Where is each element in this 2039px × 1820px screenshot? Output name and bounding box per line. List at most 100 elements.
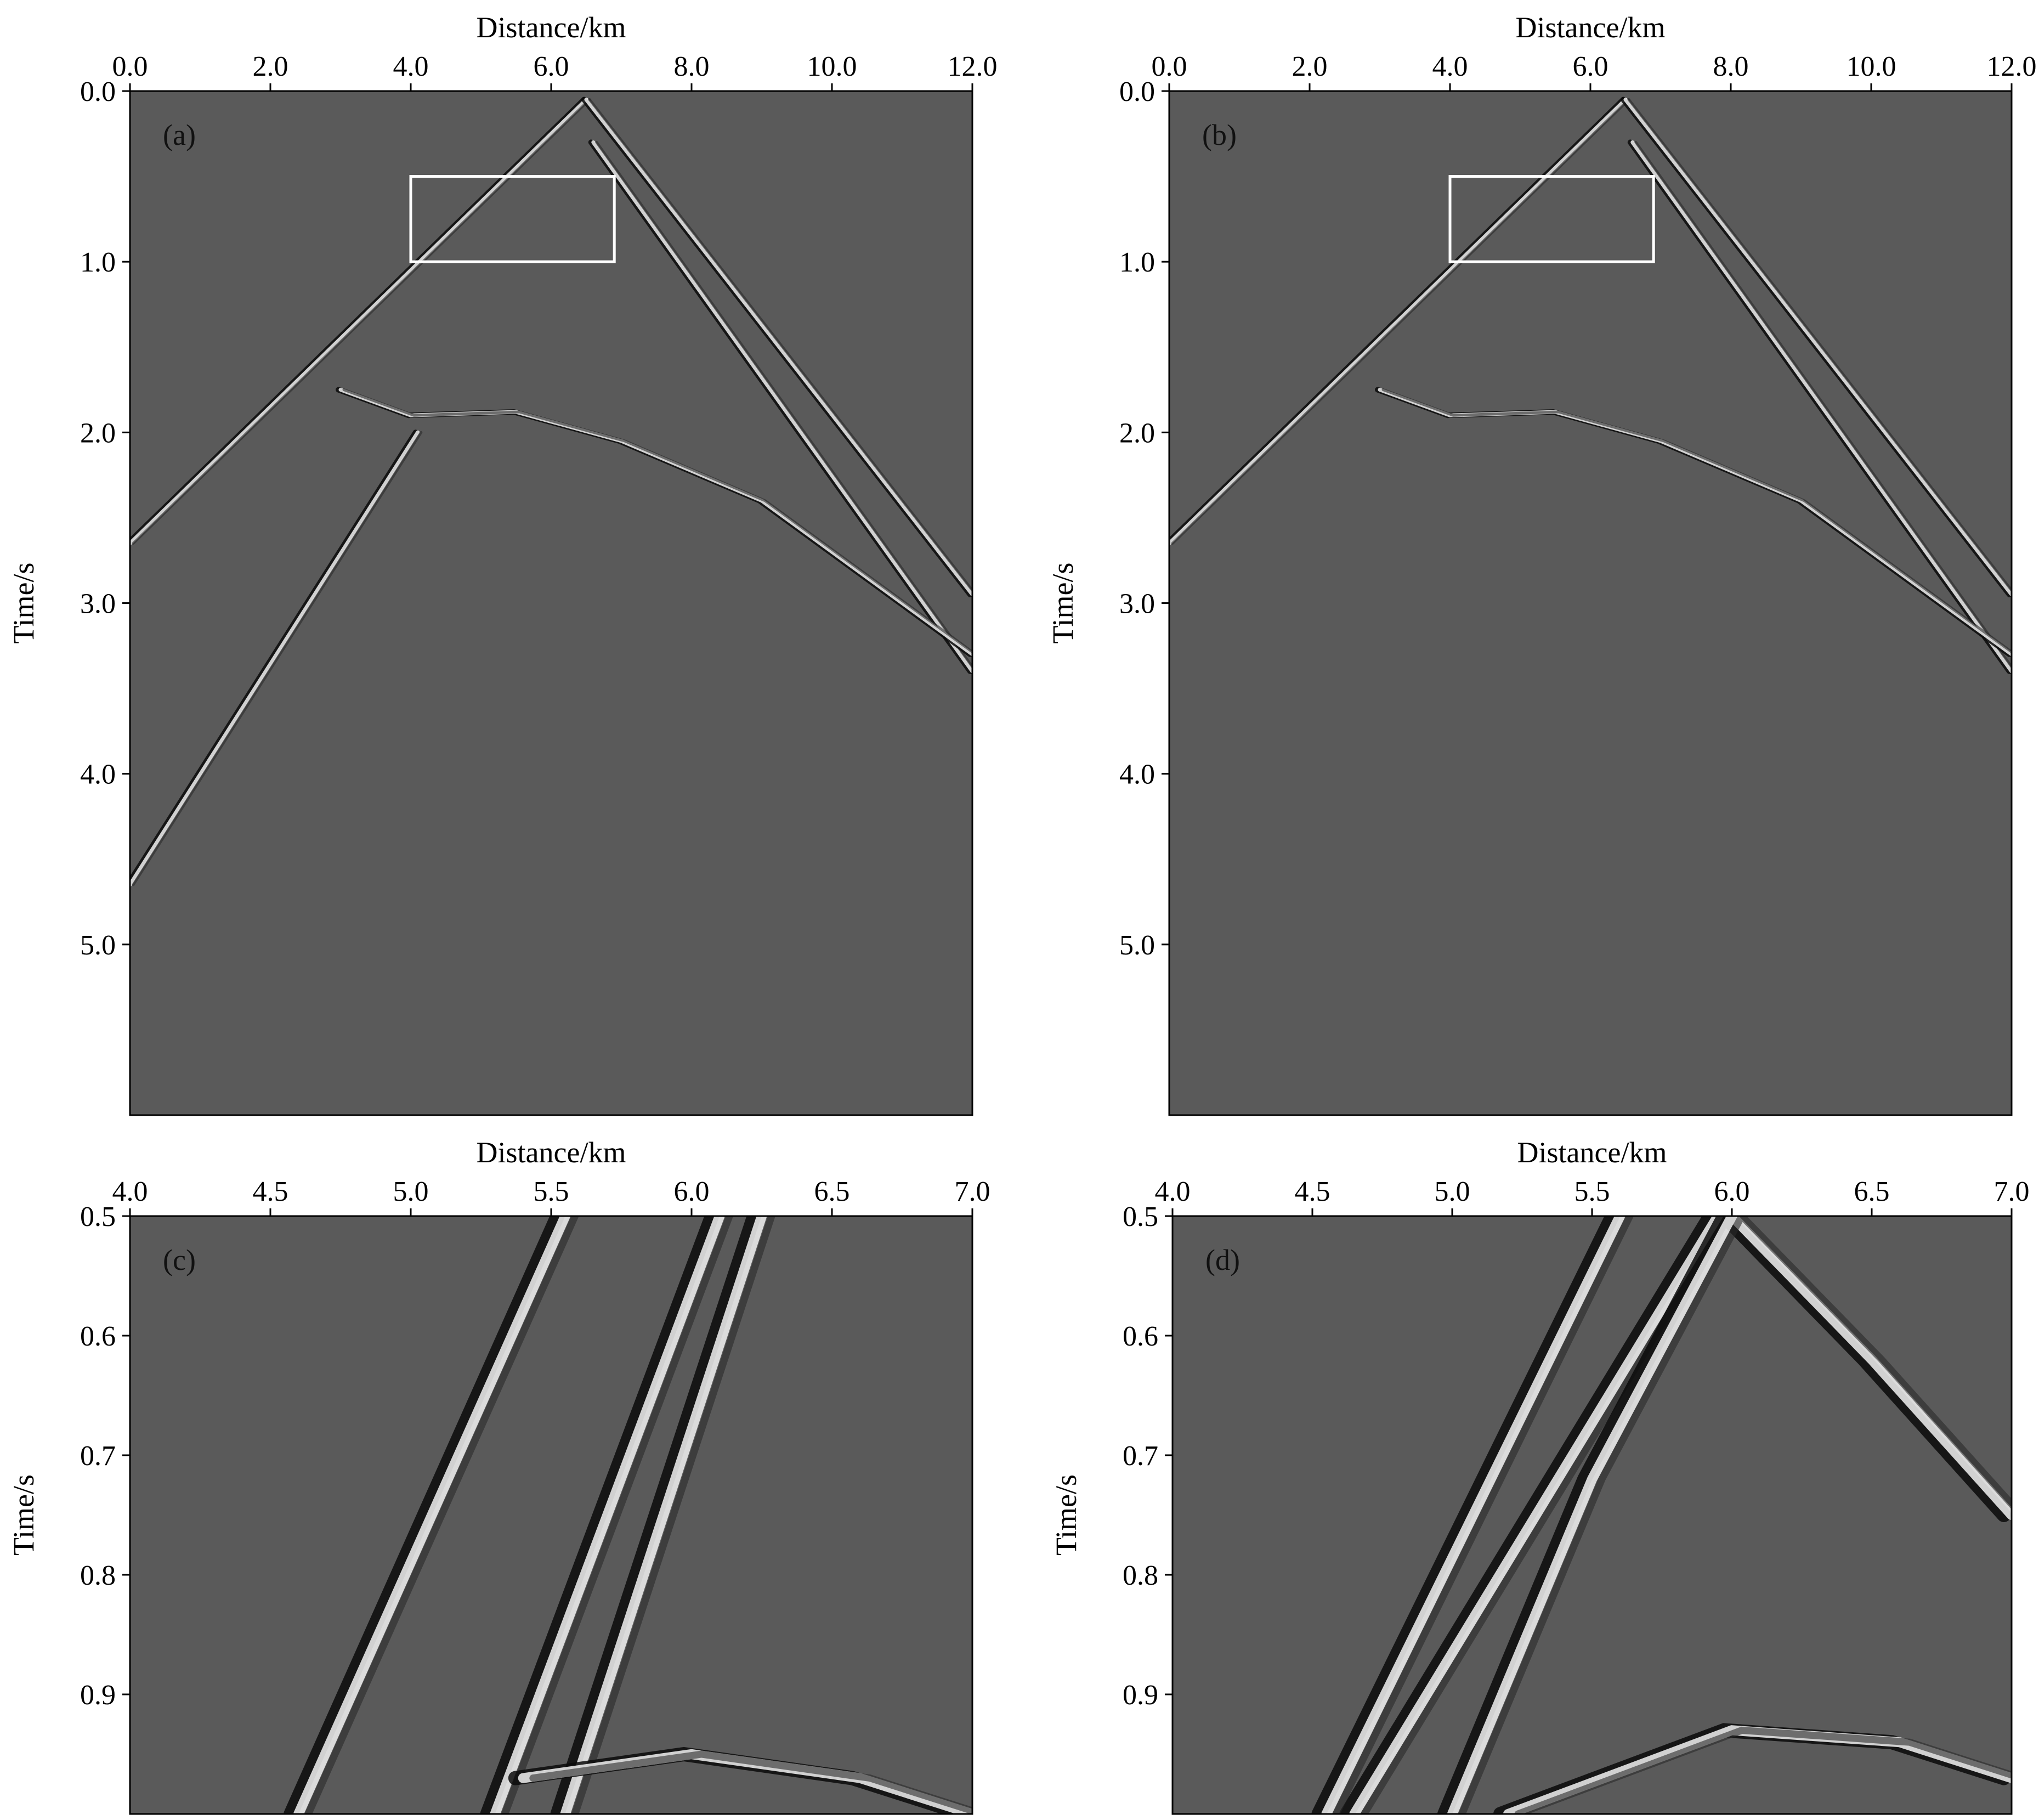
y-tick-label: 0.7 xyxy=(80,1440,116,1472)
seismic-background xyxy=(1173,1216,2012,1814)
x-tick-label: 2.0 xyxy=(1292,51,1328,82)
x-tick-label: 2.0 xyxy=(253,51,288,82)
seismic-events xyxy=(284,1216,972,1814)
wavefront-refraction-right-trail xyxy=(1634,140,2012,669)
wavefront-direct-right-trail xyxy=(588,98,972,593)
y-axis-title: Time/s xyxy=(7,1474,40,1556)
y-tick-label: 3.0 xyxy=(80,589,116,620)
x-tick-label: 8.0 xyxy=(1713,51,1749,82)
wavefront-direct-left-trail xyxy=(304,1216,579,1814)
panel-d: 4.0 4.5 5.0 5.5 6.0 6.5 7.0 0.5 0.6 0.7 0.8 0.9 Dist… xyxy=(1050,1136,2030,1815)
y-tick-label: 0.9 xyxy=(1123,1680,1158,1711)
y-tick-label: 0.0 xyxy=(80,76,116,108)
x-tick-label: 7.0 xyxy=(955,1176,990,1207)
x-tick-label: 6.5 xyxy=(1854,1176,1890,1207)
wavefront-direct-right-light xyxy=(1623,98,2012,597)
wavefront-refraction-left-trail xyxy=(132,431,423,886)
wavefront-direct-left-light xyxy=(1349,1216,1723,1814)
x-tick-label: 4.0 xyxy=(1155,1176,1191,1207)
x-axis-title: Distance/km xyxy=(477,1136,626,1169)
x-tick-label: 6.0 xyxy=(674,1176,710,1207)
x-tick-label: 12.0 xyxy=(948,51,998,82)
wavefront-coda-trail xyxy=(571,1216,775,1814)
seismic-background xyxy=(130,1216,972,1814)
wavefront-refraction-right-light xyxy=(1630,140,2012,674)
wavefront-direct-left-2-light xyxy=(490,1216,725,1814)
x-tick-label: 4.0 xyxy=(393,51,429,82)
x-tick-label: 6.0 xyxy=(1573,51,1608,82)
x-tick-label: 10.0 xyxy=(1847,51,1896,82)
wavefront-direct-left-trail xyxy=(132,98,591,545)
wavefront-hyperbola-trail xyxy=(1458,1216,2012,1814)
x-axis-title: Distance/km xyxy=(1517,1136,1667,1169)
wavefront-reflection-trail xyxy=(1381,388,2012,654)
x-tick-label: 4.5 xyxy=(253,1176,288,1207)
wavefront-direct-left-dark xyxy=(1339,1216,1718,1814)
seismic-events xyxy=(1311,1216,2012,1814)
x-tick-label: 6.0 xyxy=(1714,1176,1750,1207)
wavefront-direct-left-2-trail xyxy=(1333,1216,1634,1814)
y-tick-label: 4.0 xyxy=(80,759,116,790)
y-tick-label: 0.0 xyxy=(1119,76,1155,108)
x-tick-label: 6.0 xyxy=(534,51,569,82)
panel-label: (d) xyxy=(1205,1244,1240,1276)
y-tick-label: 2.0 xyxy=(80,417,116,449)
wavefront-direct-left-2-dark xyxy=(1311,1216,1619,1814)
y-tick-label: 0.7 xyxy=(1123,1440,1158,1472)
x-tick-label: 4.5 xyxy=(1295,1176,1330,1207)
wavefront-hyperbola-dark xyxy=(1437,1216,2011,1814)
x-tick-label: 5.5 xyxy=(534,1176,569,1207)
y-tick-label: 0.8 xyxy=(1123,1560,1158,1591)
seismic-background xyxy=(130,91,972,1115)
y-tick-label: 0.5 xyxy=(80,1201,116,1233)
wavefront-coda-dark xyxy=(550,1216,761,1814)
x-tick-label: 5.5 xyxy=(1574,1176,1610,1207)
wavefront-refraction-right-light xyxy=(591,140,972,674)
wavefront-direct-left-2-dark xyxy=(480,1216,720,1814)
zoom-box xyxy=(1448,175,1655,263)
x-tick-label: 12.0 xyxy=(1987,51,2037,82)
y-tick-label: 0.9 xyxy=(80,1680,116,1711)
wavefront-reflection-trail xyxy=(1514,1726,2012,1814)
y-axis-title: Time/s xyxy=(1046,562,1079,643)
panel-a: 0.0 2.0 4.0 6.0 8.0 10.0 12.0 0.0 1.0 2.0 3.0 4.0 5.… xyxy=(7,11,998,1116)
wavefront-refraction-right-trail xyxy=(595,140,972,669)
seismic-background xyxy=(1169,91,2012,1115)
seismic-events xyxy=(130,97,972,887)
zoom-box xyxy=(409,175,616,263)
wavefront-direct-left-2-light xyxy=(1321,1216,1625,1814)
x-tick-label: 6.5 xyxy=(814,1176,850,1207)
wavefront-hyperbola-light xyxy=(1447,1216,2012,1814)
wavefront-reflection-trail xyxy=(342,388,972,654)
x-tick-label: 0.0 xyxy=(112,51,148,82)
wavefront-direct-left-light xyxy=(293,1216,570,1814)
wavefront-direct-left-dark xyxy=(284,1216,565,1814)
x-tick-label: 0.0 xyxy=(1152,51,1187,82)
x-tick-label: 4.0 xyxy=(112,1176,148,1207)
y-tick-label: 3.0 xyxy=(1119,589,1155,620)
x-tick-label: 10.0 xyxy=(807,51,857,82)
y-tick-label: 4.0 xyxy=(1119,759,1155,790)
y-axis-title: Time/s xyxy=(1050,1474,1083,1556)
seismic-events xyxy=(1169,97,2012,674)
x-tick-label: 5.0 xyxy=(393,1176,429,1207)
panel-c: 4.0 4.5 5.0 5.5 6.0 6.5 7.0 0.5 0.6 0.7 0.8 0.9 Dist… xyxy=(7,1136,990,1815)
wavefront-reflection-trail xyxy=(529,1750,972,1814)
y-tick-label: 5.0 xyxy=(80,930,116,961)
wavefront-direct-left-light xyxy=(130,98,588,546)
y-tick-label: 1.0 xyxy=(1119,247,1155,278)
wavefront-direct-left-trail xyxy=(1171,98,1630,545)
y-tick-label: 5.0 xyxy=(1119,930,1155,961)
y-tick-label: 0.6 xyxy=(1123,1321,1158,1352)
panel-b: 0.0 2.0 4.0 6.0 8.0 10.0 12.0 0.0 1.0 2.0 3.0 4.0 5.… xyxy=(1046,11,2037,1116)
wavefront-refraction-left-light xyxy=(130,430,420,887)
y-tick-label: 1.0 xyxy=(80,247,116,278)
y-axis-title: Time/s xyxy=(7,562,40,643)
panel-label: (b) xyxy=(1202,118,1237,151)
x-tick-label: 4.0 xyxy=(1432,51,1468,82)
y-tick-label: 0.8 xyxy=(80,1560,116,1591)
x-axis-title: Distance/km xyxy=(477,11,626,44)
wavefront-coda-light xyxy=(560,1216,767,1814)
x-tick-label: 5.0 xyxy=(1435,1176,1470,1207)
